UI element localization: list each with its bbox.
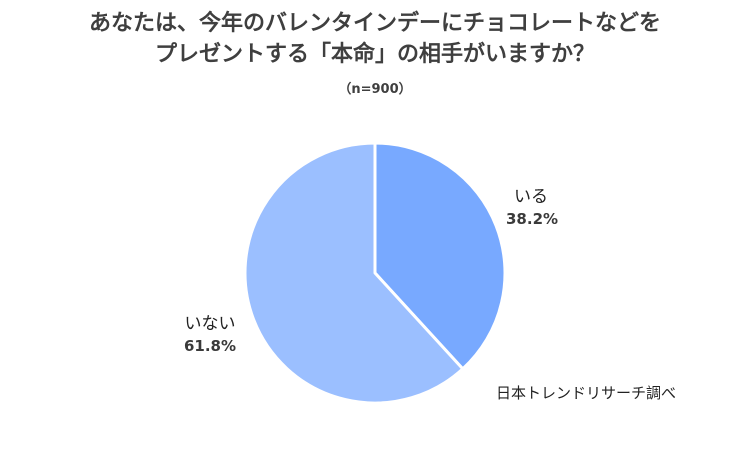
slice-label-inai-value: 61.8% [183,337,237,355]
slice-label-iru-value: 38.2% [506,210,559,228]
slice-label-inai-name: いない [184,314,236,334]
slice-label-inai: いない 61.8% [180,313,240,357]
chart-title: あなたは、今年のバレンタインデーにチョコレートなどを プレゼントする「本命」の相… [0,8,750,70]
slice-label-iru: いる 38.2% [506,186,559,230]
pie-slice-inai [243,141,465,405]
pie-slice-iru [373,141,507,371]
chart-title-line-2: プレゼントする「本命」の相手がいますか？ [154,42,595,67]
pie-slices [243,141,507,405]
chart-title-line-1: あなたは、今年のバレンタインデーにチョコレートなどを [88,11,661,36]
slice-label-iru-name: いる [514,187,548,207]
source-note: 日本トレンドリサーチ調べ [496,384,677,402]
chart-subtitle: （n=900） [338,82,412,97]
